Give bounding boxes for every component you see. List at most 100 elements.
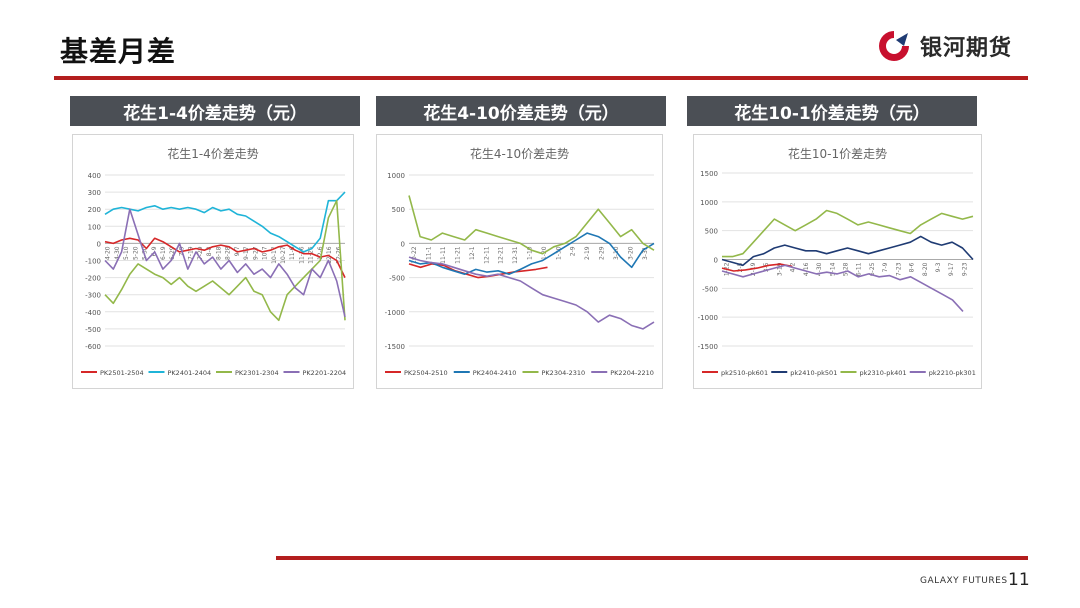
x-tick-label: 2-5 [737, 262, 744, 272]
y-tick-label: -100 [85, 258, 101, 266]
y-tick-label: 0 [714, 257, 718, 265]
y-tick-label: -1500 [385, 343, 405, 351]
y-tick-label: 1000 [387, 172, 405, 180]
x-tick-label: 4-30 [114, 246, 121, 260]
x-tick-label: 12-6 [317, 246, 324, 260]
y-tick-label: 200 [88, 206, 101, 214]
panel-header-10-1: 花生10-1价差走势（元） [687, 96, 977, 126]
brand-name: 银河期货 [920, 36, 1013, 61]
y-tick-label: -1000 [385, 309, 405, 317]
y-tick-label: 0 [97, 240, 101, 248]
x-tick-label: 4-20 [105, 246, 112, 260]
x-tick-label: 10-17 [271, 246, 278, 264]
x-tick-label: 7-29 [197, 246, 204, 260]
x-tick-label: 8-8 [206, 246, 213, 256]
x-tick-label: 5-28 [843, 262, 850, 276]
series-line [721, 235, 974, 267]
y-tick-label: 1500 [700, 170, 718, 178]
x-tick-label: 10-7 [262, 246, 269, 260]
x-tick-label: 10-27 [280, 246, 287, 264]
x-tick-label: 4-30 [816, 262, 823, 276]
legend-label: pk2310-pk401 [860, 369, 907, 377]
chart-title: 花生4-10价差走势 [470, 146, 569, 161]
panel-header-4-10: 花生4-10价差走势（元） [376, 96, 666, 126]
x-tick-label: 11-1 [426, 246, 433, 260]
x-tick-label: 6-29 [169, 246, 176, 260]
x-tick-label: 12-1 [469, 246, 476, 260]
footer-divider [276, 556, 1028, 560]
x-tick-label: 3-31 [642, 246, 649, 260]
y-tick-label: 300 [88, 189, 101, 197]
y-tick-label: 400 [88, 172, 101, 180]
x-tick-label: 7-9 [882, 262, 889, 272]
chart-title: 花生10-1价差走势 [788, 146, 887, 161]
y-tick-label: -1500 [698, 343, 718, 351]
y-tick-label: 100 [88, 223, 101, 231]
y-tick-label: 0 [401, 240, 405, 248]
legend-label: PK2201-2204 [303, 369, 347, 377]
galaxy-logo-icon [879, 31, 909, 61]
x-tick-label: 11-6 [289, 246, 296, 260]
series-line [408, 263, 548, 279]
y-tick-label: -400 [85, 309, 101, 317]
footer-brand: GALAXY FUTURES [920, 576, 1008, 586]
chart-peanut-1-4-spread: 花生1-4价差走势 400 300 200 100 0 -100 -200 -300 -400 -5… [72, 134, 354, 389]
y-tick-label: -1000 [698, 314, 718, 322]
chart-peanut-4-10-spread: 花生4-10价差走势 1000 500 0 -500 -1000 -1500 10-22 11-… [376, 134, 663, 389]
x-tick-label: 2-29 [599, 246, 606, 260]
x-tick-label: 12-11 [483, 246, 490, 264]
x-tick-label: 12-21 [498, 246, 505, 264]
y-tick-label: 500 [392, 206, 405, 214]
x-tick-label: 3-5 [763, 262, 770, 272]
series-line [408, 232, 655, 275]
y-tick-label: -300 [85, 292, 101, 300]
x-tick-label: 1-30 [555, 246, 562, 260]
x-tick-label: 11-21 [454, 246, 461, 264]
x-tick-label: 10-22 [411, 246, 418, 264]
x-tick-label: 5-10 [123, 246, 130, 260]
series-line [104, 199, 346, 322]
x-tick-label: 12-16 [326, 246, 333, 264]
x-tick-label: 9-17 [243, 246, 250, 260]
x-tick-label: 8-6 [909, 262, 916, 272]
x-tick-label: 9-3 [935, 262, 942, 272]
y-tick-label: 500 [705, 228, 718, 236]
x-tick-label: 11-26 [308, 246, 315, 264]
page-title: 基差月差 [60, 35, 177, 68]
x-tick-label: 7-23 [895, 262, 902, 276]
y-tick-label: -200 [85, 275, 101, 283]
legend-label: PK2501-2504 [100, 369, 144, 377]
chart-svg: 花生10-1价差走势150010005000-500-1000-15001-22… [698, 146, 976, 377]
panel-header-1-4: 花生1-4价差走势（元） [70, 96, 360, 126]
x-tick-label: 8-20 [922, 262, 929, 276]
legend-label: PK2204-2210 [610, 369, 654, 377]
x-tick-label: 9-23 [961, 262, 968, 276]
x-tick-label: 12-31 [512, 246, 519, 264]
x-tick-label: 9-27 [252, 246, 259, 260]
y-tick-label: -600 [85, 343, 101, 351]
legend-label: PK2301-2304 [235, 369, 279, 377]
y-tick-label: -500 [85, 326, 101, 334]
legend-label: pk2410-pk501 [790, 369, 837, 377]
chart-peanut-10-1-spread: 花生10-1价差走势 1500 1000 500 0 -500 -1000 -1500 1-22… [693, 134, 982, 389]
x-tick-label: 6-25 [869, 262, 876, 276]
legend-label: PK2504-2510 [404, 369, 448, 377]
y-tick-label: -500 [389, 275, 405, 283]
chart-svg: 花生1-4价差走势 400 300 200 100 0 -100 -200 -300 -400 -5… [81, 146, 347, 377]
x-tick-label: 11-16 [298, 246, 305, 264]
y-tick-label: -500 [702, 285, 718, 293]
legend-label: PK2304-2310 [542, 369, 586, 377]
x-tick-label: 8-18 [215, 246, 222, 260]
x-tick-label: 5-20 [132, 246, 139, 260]
series-line [408, 256, 655, 330]
x-tick-label: 12-26 [335, 246, 342, 264]
brand-logo: 银河期货 [874, 28, 1034, 64]
series-line [104, 191, 346, 253]
x-tick-label: 11-11 [440, 246, 447, 264]
series-line [104, 237, 346, 278]
x-tick-label: 2-9 [570, 246, 577, 256]
legend-label: PK2404-2410 [473, 369, 517, 377]
x-tick-label: 1-10 [527, 246, 534, 260]
series-line [104, 208, 346, 318]
legend-label: pk2210-pk301 [929, 369, 976, 377]
